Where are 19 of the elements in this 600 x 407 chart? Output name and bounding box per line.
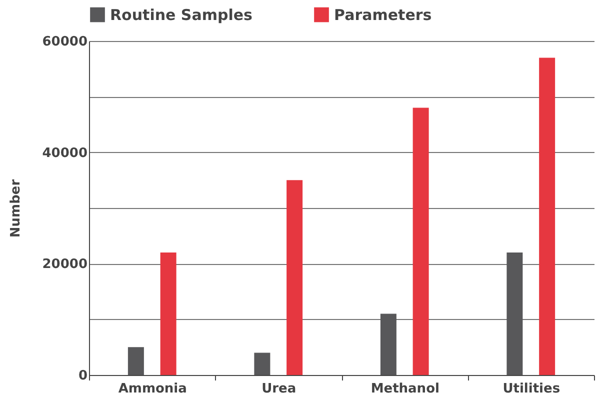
y-tick-label: 0 [78, 368, 88, 384]
bar [539, 58, 556, 375]
bar [286, 180, 303, 375]
bar [506, 252, 523, 375]
bar [254, 352, 270, 375]
y-tick-label: 40000 [42, 146, 88, 161]
legend-label: Parameters [334, 6, 432, 24]
x-tick-label: Utilities [502, 382, 560, 396]
bar [160, 252, 176, 375]
legend-label: Routine Samples [110, 6, 253, 24]
y-tick-label: 60000 [42, 34, 88, 50]
bar [380, 314, 396, 375]
bar [412, 108, 429, 375]
x-tick-label: Methanol [370, 382, 440, 396]
y-tick-label: 20000 [42, 257, 88, 272]
y-axis-title: Number [8, 178, 24, 238]
x-tick-label: Urea [262, 382, 296, 396]
x-tick-label: Ammonia [118, 382, 187, 396]
bar [128, 347, 144, 375]
